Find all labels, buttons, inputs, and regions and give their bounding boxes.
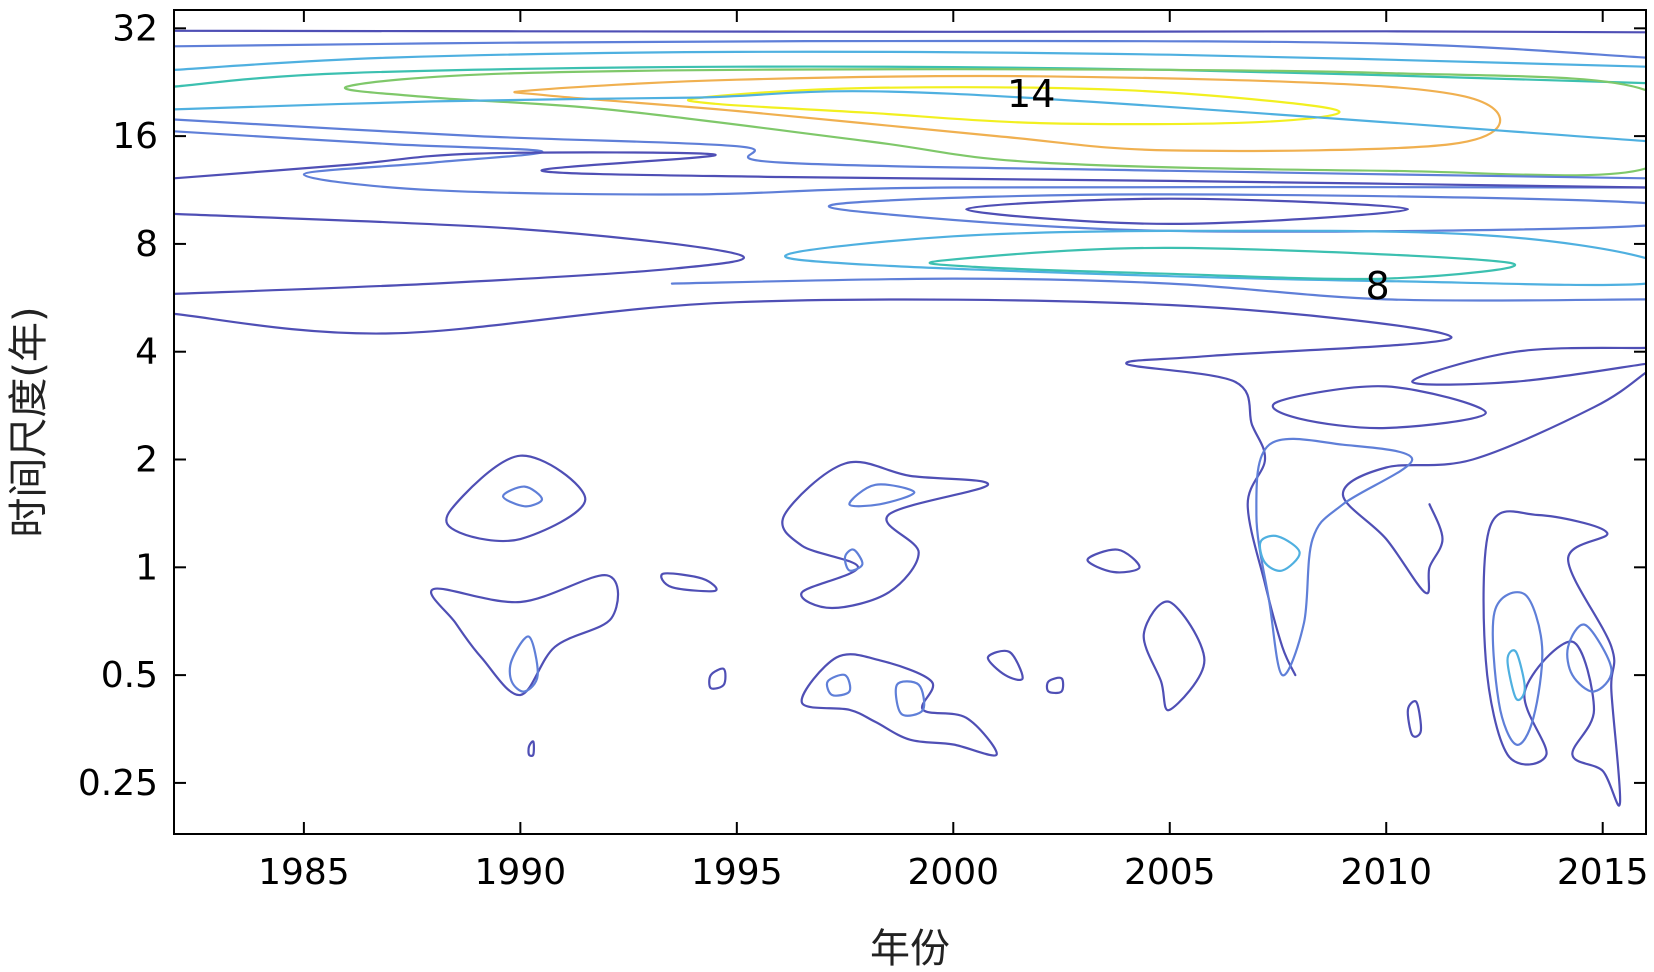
contour-line-level-1 — [174, 212, 745, 295]
contour-line-level-3 — [1506, 649, 1526, 702]
contour-line-level-1 — [1086, 548, 1141, 574]
y-tick-label: 16 — [112, 116, 158, 157]
contour-line-level-4 — [174, 65, 1646, 88]
x-tick-label: 2000 — [907, 852, 999, 893]
y-tick-label: 4 — [135, 332, 158, 373]
contour-line-level-1 — [174, 29, 1646, 34]
contour-line-level-1 — [430, 574, 620, 697]
contour-line-level-2 — [843, 548, 864, 572]
contour-line-level-3 — [1258, 534, 1301, 572]
y-axis-title: 时间尺度(年) — [6, 306, 52, 537]
y-tick-label: 1 — [135, 547, 158, 588]
contour-line-level-1 — [1271, 385, 1487, 430]
x-tick-label: 1990 — [475, 852, 567, 893]
contour-line-level-2 — [174, 118, 1646, 180]
contour-line-level-5 — [343, 68, 1646, 177]
contour-line-level-1 — [1142, 600, 1206, 712]
contour-line-level-1 — [527, 740, 535, 757]
contour-line-level-1 — [1411, 346, 1646, 386]
y-axis: 32 16 8 4 2 1 0.5 0.25 — [78, 8, 1646, 804]
contour-line-level-2 — [1566, 623, 1613, 693]
y-tick-label: 2 — [135, 440, 158, 481]
contour-line-level-1 — [174, 298, 1453, 677]
y-tick-label: 32 — [112, 8, 158, 49]
contour-line-level-1 — [708, 667, 727, 690]
plot-frame — [173, 9, 1647, 835]
contour-line-level-6 — [513, 74, 1502, 153]
contour-line-level-1 — [965, 197, 1409, 225]
contour-lines — [174, 29, 1646, 807]
contour-line-level-2 — [174, 39, 1646, 59]
contour-line-level-2 — [894, 680, 926, 717]
contour-line-level-1 — [445, 454, 587, 543]
y-tick-label: 0.25 — [78, 763, 158, 804]
plot-area — [174, 10, 1646, 834]
contour-line-level-1 — [1482, 510, 1622, 807]
x-tick-label: 2005 — [1124, 852, 1216, 893]
contour-line-level-7 — [686, 86, 1341, 126]
contour-line-level-1 — [660, 572, 718, 593]
contour-line-level-2 — [501, 485, 544, 508]
x-tick-label: 2015 — [1557, 852, 1649, 893]
y-tick-label: 8 — [135, 224, 158, 265]
contour-line-level-2 — [508, 635, 539, 693]
x-tick-label: 2010 — [1340, 852, 1432, 893]
y-tick-label: 0.5 — [101, 655, 158, 696]
contour-line-level-2 — [848, 483, 916, 508]
contour-line-level-2 — [670, 277, 1646, 302]
x-tick-label: 1985 — [258, 852, 350, 893]
contour-line-level-2 — [828, 193, 1646, 233]
contour-line-level-2 — [174, 130, 1646, 196]
contour-label: 8 — [1365, 264, 1389, 308]
x-tick-label: 1995 — [691, 852, 783, 893]
contour-line-level-1 — [800, 653, 998, 757]
contour-line-level-3 — [174, 90, 1646, 143]
contour-line-level-1 — [174, 151, 1646, 189]
contour-line-level-4 — [928, 246, 1517, 281]
contour-labels: 14 8 — [1007, 72, 1390, 308]
contour-label: 14 — [1007, 72, 1055, 116]
contour-line-level-1 — [1045, 676, 1065, 695]
contour-line-level-3 — [784, 229, 1646, 287]
contour-line-level-1 — [986, 649, 1024, 681]
contour-line-level-2 — [1491, 591, 1544, 746]
contour-line-level-2 — [825, 673, 852, 697]
contour-line-level-1 — [1406, 700, 1423, 738]
contour-line-level-3 — [174, 50, 1646, 71]
x-axis-title: 年份 — [870, 926, 950, 972]
x-axis: 1985 1990 1995 2000 2005 2010 2015 — [258, 10, 1649, 893]
